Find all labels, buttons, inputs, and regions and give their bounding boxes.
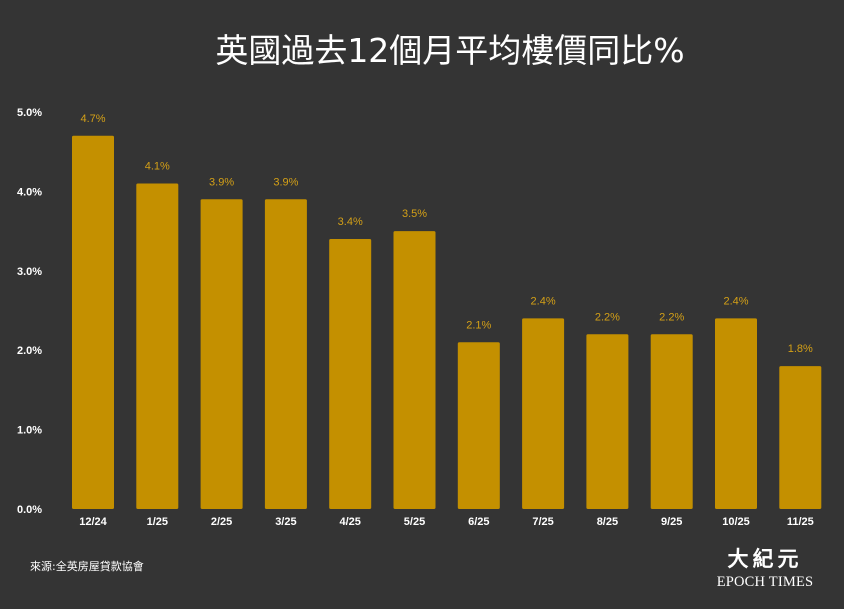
bar [779,366,822,509]
data-label: 3.5% [402,208,427,220]
x-tick-label: 9/25 [661,516,682,528]
x-tick-label: 5/25 [404,516,425,528]
data-label: 4.7% [80,113,105,125]
logo-latin-text: EPOCH TIMES [716,574,814,590]
y-axis: 0.0% 1.0% 2.0% 3.0% 4.0% 5.0% [17,107,42,516]
data-label: 2.2% [659,311,684,323]
data-label: 4.1% [145,161,170,173]
x-tick-label: 7/25 [532,516,553,528]
y-tick-label: 2.0% [17,345,42,357]
x-tick-label: 4/25 [339,516,360,528]
bar [522,318,565,509]
data-label: 3.9% [273,176,298,188]
bar [329,239,372,509]
y-tick-label: 5.0% [17,107,42,119]
bar [715,318,757,509]
data-label: 3.9% [209,176,234,188]
bar [586,334,629,509]
x-tick-label: 10/25 [722,516,750,528]
y-tick-label: 1.0% [17,425,42,437]
epoch-times-logo: 大紀元 EPOCH TIMES [713,546,817,598]
data-label: 3.4% [338,216,363,228]
x-tick-label: 2/25 [211,516,232,528]
y-tick-label: 0.0% [17,504,42,516]
x-tick-label: 3/25 [275,516,296,528]
y-tick-label: 4.0% [17,186,42,198]
x-tick-label: 8/25 [597,516,618,528]
source-note: 來源:全英房屋貸款協會 [30,560,144,573]
bar [393,231,436,509]
bars: 4.7% 4.1% 3.9% 3.9% 3.4% 3.5% 2.1% 2.4% 2.2% 2.2%… [72,113,822,510]
x-axis: 12/24 1/25 2/25 3/25 4/25 5/25 6/25 7/25 8/25 9/2… [79,516,814,528]
bar [457,342,500,509]
logo-cjk-text: 大紀元 [727,546,803,571]
data-label: 2.4% [531,295,556,307]
data-label: 2.2% [595,311,620,323]
bar [136,183,179,509]
y-tick-label: 3.0% [17,266,42,278]
data-label: 2.4% [723,295,748,307]
bar [200,199,243,510]
x-tick-label: 11/25 [787,516,814,528]
x-tick-label: 1/25 [147,516,168,528]
data-label: 1.8% [788,343,813,355]
bar [650,334,693,509]
data-label: 2.1% [466,319,491,331]
x-tick-label: 6/25 [468,516,489,528]
bar [264,199,307,510]
chart-title: 英國過去12個月平均樓價同比% [215,31,684,70]
bar [72,135,114,510]
x-tick-label: 12/24 [79,516,107,528]
